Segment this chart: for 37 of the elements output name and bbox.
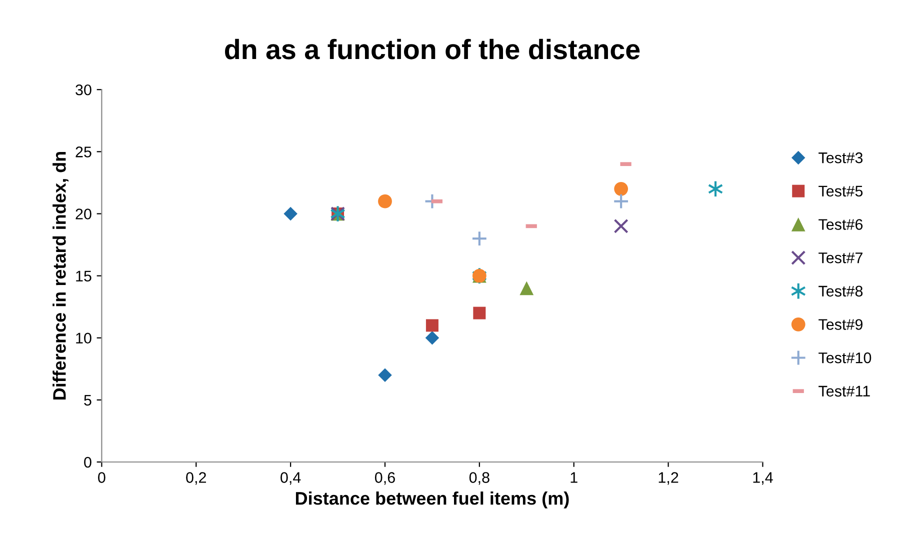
y-tick-label: 15	[76, 270, 92, 282]
y-tick-label: 10	[76, 332, 92, 344]
legend-label: Test#10	[818, 352, 872, 364]
point	[614, 182, 628, 196]
point	[284, 206, 298, 221]
x-tick-label: 0	[98, 472, 106, 483]
point	[426, 319, 438, 332]
y-tick-label: 30	[76, 84, 92, 96]
x-tick-label: 0,2	[186, 472, 206, 485]
x-tick-label: 1	[570, 472, 578, 483]
point	[378, 194, 392, 208]
point	[613, 193, 630, 210]
y-tick-label: 0	[84, 456, 92, 468]
legend-label: Test#8	[818, 286, 863, 297]
point	[378, 368, 392, 382]
x-tick-label: 0,4	[280, 472, 301, 485]
legend-label: Test#6	[818, 219, 863, 230]
y-tick-label: 25	[76, 146, 92, 158]
x-axis-title: Distance between fuel items (m)	[296, 492, 569, 508]
x-tick-label: 0,6	[374, 472, 395, 485]
y-tick-label: 5	[84, 394, 92, 406]
legend-label: Test#11	[818, 386, 870, 397]
chart-title: dn as a function of the distance	[225, 38, 640, 60]
x-tick-label: 1,4	[753, 472, 773, 485]
y-tick-label: 20	[76, 208, 92, 220]
point	[473, 306, 486, 320]
y-axis-title: Difference in retard index, dn	[52, 152, 68, 400]
point	[520, 281, 534, 296]
legend-label: Test#3	[818, 152, 863, 164]
point	[471, 230, 488, 247]
point	[614, 218, 628, 234]
legend-label: Test#5	[818, 186, 863, 197]
point	[425, 330, 440, 345]
legend-label: Test#9	[818, 319, 862, 330]
legend-label: Test#7	[818, 252, 862, 264]
x-tick-label: 0,8	[469, 472, 490, 485]
x-tick-label: 1,2	[658, 472, 678, 485]
